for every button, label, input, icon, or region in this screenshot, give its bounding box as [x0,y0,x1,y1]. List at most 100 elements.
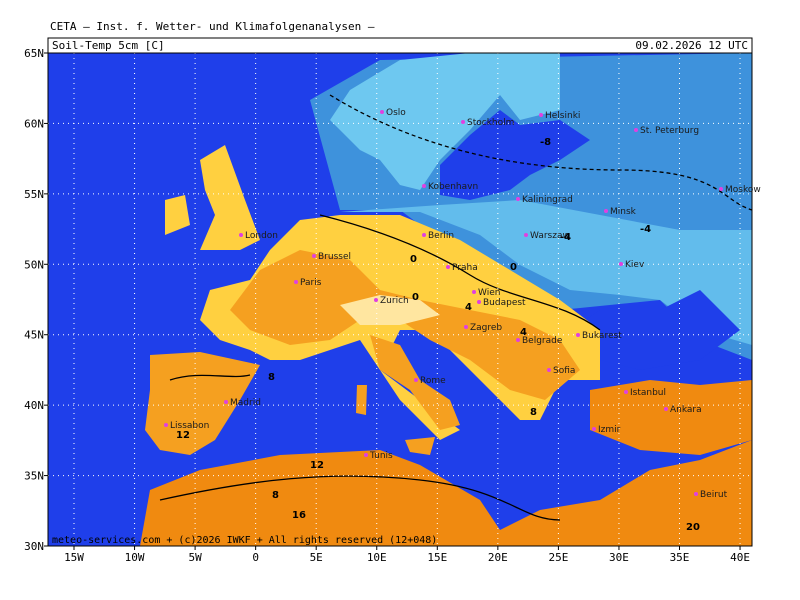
city-label: Istanbul [630,388,666,398]
sicily [405,437,435,455]
city-marker [380,110,384,114]
city-label: Sofia [553,366,575,376]
city-marker [624,390,628,394]
lon-label: 35E [670,551,690,564]
city-label: Kobenhavn [428,182,478,192]
city-label: Ankara [670,405,702,415]
city-label: Tunis [369,451,393,461]
city-marker [422,233,426,237]
city-label: Kiev [625,260,645,270]
city-marker [524,233,528,237]
contour-label: 20 [686,522,700,533]
lon-label: 40E [730,551,750,564]
contour-label: 0 [412,292,419,303]
lon-label: 25E [548,551,568,564]
turkey [590,380,752,455]
city-label: Praha [452,263,478,273]
contour-label: 16 [292,510,306,521]
city-label: Moskow [725,185,761,195]
city-marker [414,378,418,382]
city-marker [422,184,426,188]
graticule [48,53,752,546]
scandinavia [330,53,560,190]
city-marker [464,325,468,329]
lat-label: 40N [24,399,44,412]
city-marker [312,254,316,258]
city-marker [539,113,543,117]
city-marker [664,407,668,411]
city-label: Stockholm [467,118,514,128]
city-marker [224,400,228,404]
city-label: Lissabon [170,421,209,431]
city-label: Belgrade [522,336,563,346]
contour-line [159,475,561,521]
city-marker [374,298,378,302]
lat-label: 45N [24,329,44,342]
city-label: Minsk [610,207,637,217]
contour-label: -4 [640,224,651,235]
city-marker [446,265,450,269]
city-marker [547,368,551,372]
contour-label: 8 [530,407,537,418]
city-label: Wien [478,288,500,298]
lon-label: 30E [609,551,629,564]
lat-label: 50N [24,258,44,271]
black-sea [570,290,740,370]
city-marker [619,262,623,266]
sardinia [356,385,367,415]
date: 09.02.2026 12 UTC [635,39,748,52]
contour-line [169,374,251,381]
lon-label: 10E [367,551,387,564]
contour-label: -8 [540,137,551,148]
city-label: Berlin [428,231,454,241]
land-west-warm [230,250,580,400]
contour-label: 0 [410,254,417,265]
city-marker [364,453,368,457]
city-label: Zagreb [470,323,502,333]
lat-label: 35N [24,470,44,483]
city-marker [516,197,520,201]
city-label: Kaliningrad [522,195,573,205]
city-marker [477,300,481,304]
contour-label: 12 [310,460,324,471]
contour-label: 8 [268,372,275,383]
city-label: Brussel [318,252,351,262]
uk [200,145,260,250]
land-east-light [340,200,752,345]
contour-line [319,214,601,331]
contour-label: 4 [465,302,472,313]
city-marker [694,492,698,496]
map-frame [47,52,753,547]
alps [340,295,440,325]
city-label: London [245,231,278,241]
contours [159,94,753,521]
lon-label: 10W [125,551,145,564]
contour-label: 8 [272,490,279,501]
city-label: Madrid [230,398,261,408]
city-marker [461,120,465,124]
city-label: Beirut [700,490,728,500]
lon-label: 5W [188,551,202,564]
city-marker [604,209,608,213]
contour-label: 0 [510,262,517,273]
lon-label: 5E [310,551,323,564]
iberia [145,352,260,455]
lon-label: 15W [64,551,84,564]
city-marker [576,333,580,337]
baltic-sea [440,110,590,200]
lat-label: 60N [24,117,44,130]
city-label: Zurich [380,296,409,306]
city-marker [472,290,476,294]
city-label: Budapest [483,298,526,308]
italy [370,335,460,430]
ireland [165,195,190,235]
city-label: Bukarest [582,331,622,341]
contour-label: -4 [560,232,571,243]
title: CETA – Inst. f. Wetter- und Klimafolgena… [50,20,375,33]
contour-label: 12 [176,430,190,441]
africa [140,440,752,546]
city-marker [516,338,520,342]
city-marker [592,427,596,431]
city-marker [239,233,243,237]
city-label: Paris [300,278,322,288]
